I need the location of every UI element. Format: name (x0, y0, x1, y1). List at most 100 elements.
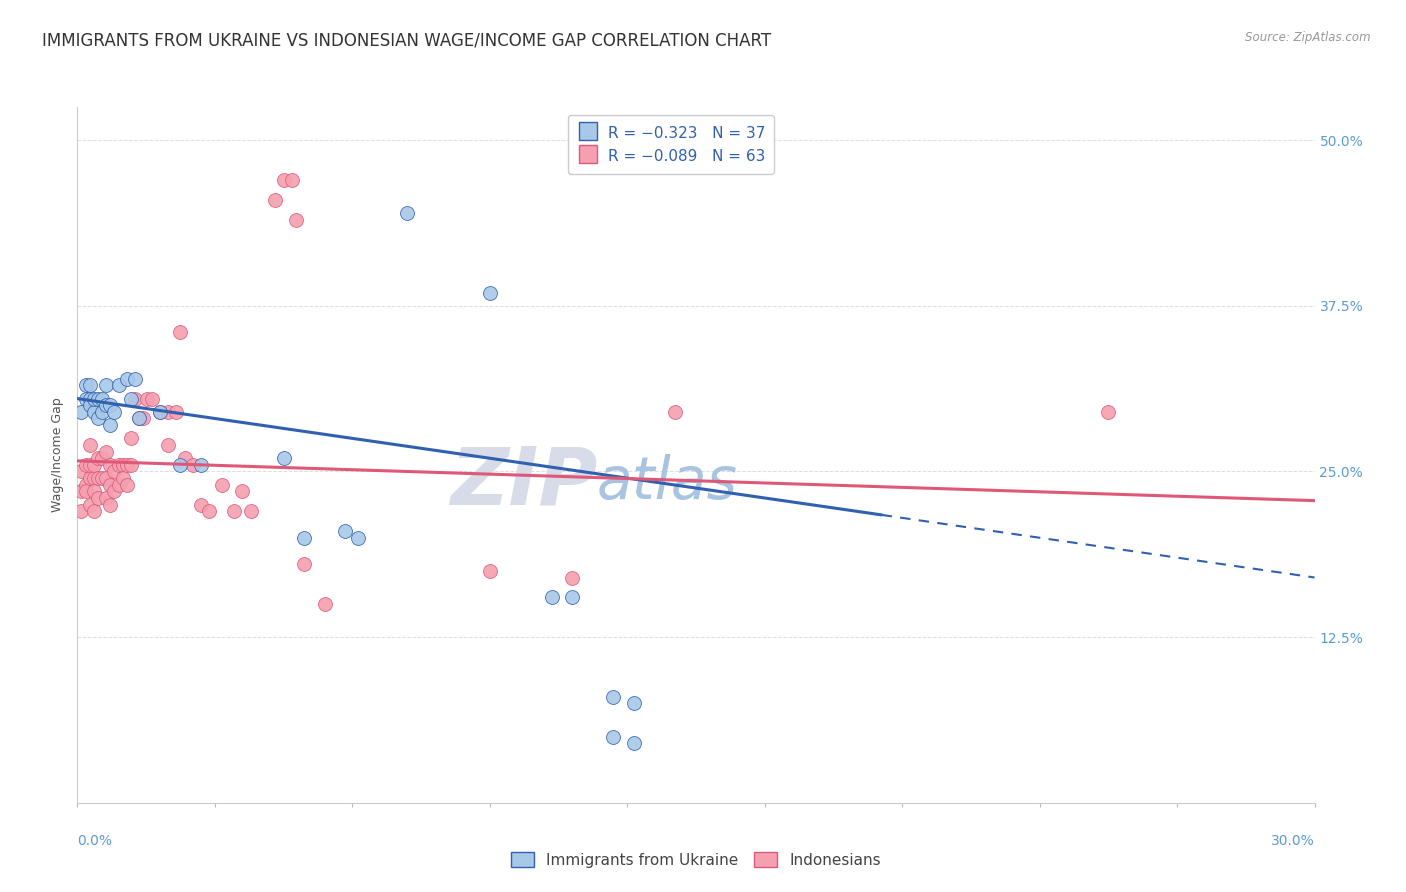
Point (98, 458, 121, 472)
Point (623, 697, 645, 711)
Point (103, 405, 125, 419)
Point (107, 458, 129, 472)
Point (91, 471, 114, 485)
Point (540, 591, 562, 605)
Point (79, 458, 101, 472)
Point (98, 398, 121, 412)
Point (91, 451, 114, 466)
Point (103, 484, 125, 499)
Point (314, 597, 336, 611)
Point (115, 372, 138, 386)
Point (273, 451, 295, 466)
Point (75, 484, 97, 499)
Point (75, 477, 97, 491)
Point (284, 212, 307, 227)
Point (83, 392, 105, 406)
Point (79, 498, 101, 512)
Y-axis label: Wage/Income Gap: Wage/Income Gap (51, 398, 65, 512)
Text: 30.0%: 30.0% (1271, 834, 1315, 848)
Point (115, 458, 138, 472)
Point (165, 405, 187, 419)
Point (87, 491, 110, 505)
Text: Source: ZipAtlas.com: Source: ZipAtlas.com (1246, 31, 1371, 45)
Point (149, 405, 172, 419)
Point (124, 372, 146, 386)
Point (602, 730, 624, 744)
Point (79, 392, 101, 406)
Point (222, 504, 245, 518)
Point (120, 458, 142, 472)
Point (124, 392, 146, 406)
Point (87, 471, 110, 485)
Point (623, 736, 645, 750)
Point (75, 458, 97, 472)
Point (281, 173, 304, 187)
Point (87, 411, 110, 425)
Point (1097, 405, 1119, 419)
Point (111, 458, 134, 472)
Point (111, 471, 134, 485)
Point (664, 405, 686, 419)
Point (96, 444, 118, 458)
Point (128, 411, 150, 425)
Point (198, 504, 221, 518)
Point (169, 458, 191, 472)
Point (83, 484, 105, 499)
Point (83, 471, 105, 485)
Point (292, 531, 315, 545)
Point (141, 392, 163, 406)
Point (87, 451, 110, 466)
Text: atlas: atlas (598, 454, 738, 511)
Point (561, 591, 583, 605)
Point (87, 392, 110, 406)
Point (75, 378, 97, 392)
Point (83, 405, 105, 419)
Point (273, 173, 295, 187)
Point (70, 484, 93, 499)
Point (115, 477, 138, 491)
Point (91, 405, 114, 419)
Point (190, 458, 212, 472)
Point (478, 285, 501, 300)
Point (70, 504, 93, 518)
Point (103, 465, 125, 479)
Point (98, 477, 121, 491)
Point (169, 326, 191, 340)
Point (231, 484, 253, 499)
Text: 0.0%: 0.0% (77, 834, 112, 848)
Point (190, 498, 212, 512)
Point (91, 392, 114, 406)
Point (70, 405, 93, 419)
Point (128, 411, 150, 425)
Point (98, 418, 121, 433)
Point (70, 465, 93, 479)
Point (132, 411, 155, 425)
Point (83, 504, 105, 518)
Point (181, 458, 204, 472)
Point (478, 564, 501, 578)
Point (79, 471, 101, 485)
Point (107, 477, 129, 491)
Point (107, 378, 129, 392)
Point (396, 206, 419, 220)
Point (96, 398, 118, 412)
Point (346, 531, 368, 545)
Point (292, 558, 315, 572)
Point (602, 690, 624, 704)
Legend: Immigrants from Ukraine, Indonesians: Immigrants from Ukraine, Indonesians (503, 844, 889, 875)
Point (120, 392, 142, 406)
Point (96, 491, 118, 505)
Point (157, 438, 180, 452)
Point (75, 392, 97, 406)
Point (561, 570, 583, 584)
Text: ZIP: ZIP (450, 443, 598, 522)
Point (120, 431, 142, 445)
Text: IMMIGRANTS FROM UKRAINE VS INDONESIAN WAGE/INCOME GAP CORRELATION CHART: IMMIGRANTS FROM UKRAINE VS INDONESIAN WA… (42, 31, 772, 49)
Point (79, 438, 101, 452)
Point (264, 193, 287, 207)
Point (83, 458, 105, 472)
Point (98, 498, 121, 512)
Point (173, 451, 195, 466)
Point (149, 405, 172, 419)
Point (96, 378, 118, 392)
